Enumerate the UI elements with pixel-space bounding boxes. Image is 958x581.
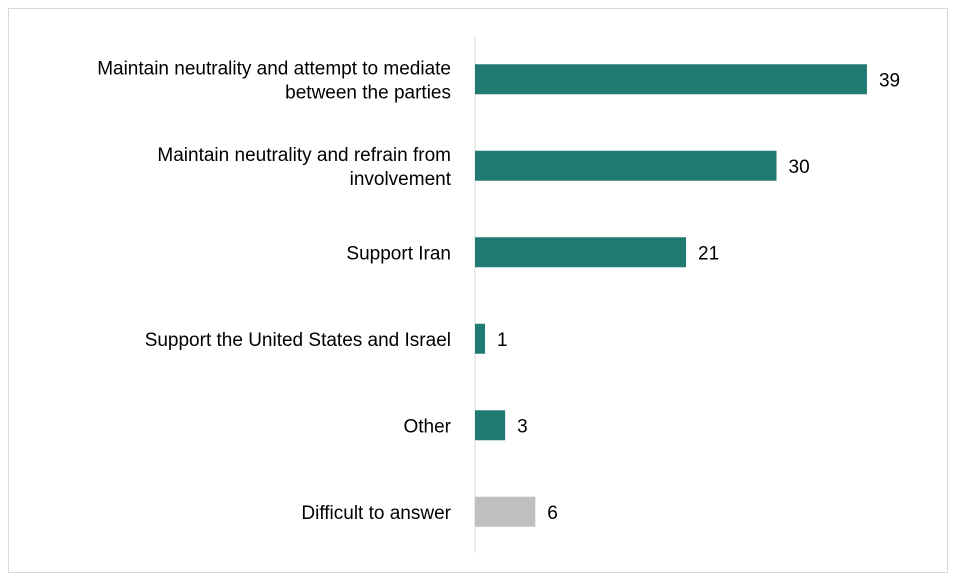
bars (475, 64, 867, 527)
value-label-2: 30 (789, 157, 810, 178)
value-label-4: 1 (497, 330, 508, 351)
bar-1 (475, 64, 867, 95)
bar-6 (475, 496, 536, 527)
value-label-5: 3 (517, 416, 528, 437)
value-label-6: 6 (547, 503, 558, 524)
bar-4 (475, 323, 486, 354)
category-label-1: Maintain neutrality and attempt to media… (97, 58, 451, 103)
category-label-5: Other (403, 416, 451, 437)
bar-2 (475, 150, 777, 181)
chart-frame (8, 8, 948, 573)
value-labels: 39 30 21 1 3 6 (497, 70, 900, 524)
category-label-3: Support Iran (346, 243, 451, 264)
bar-3 (475, 237, 687, 268)
category-label-2: Maintain neutrality and refrain from invo… (157, 145, 451, 190)
category-labels: Maintain neutrality and attempt to media… (97, 58, 452, 524)
value-label-3: 21 (698, 243, 719, 264)
value-label-1: 39 (879, 70, 900, 91)
bar-5 (475, 410, 506, 441)
category-label-4: Support the United States and Israel (145, 330, 451, 351)
category-label-6: Difficult to answer (301, 503, 451, 524)
